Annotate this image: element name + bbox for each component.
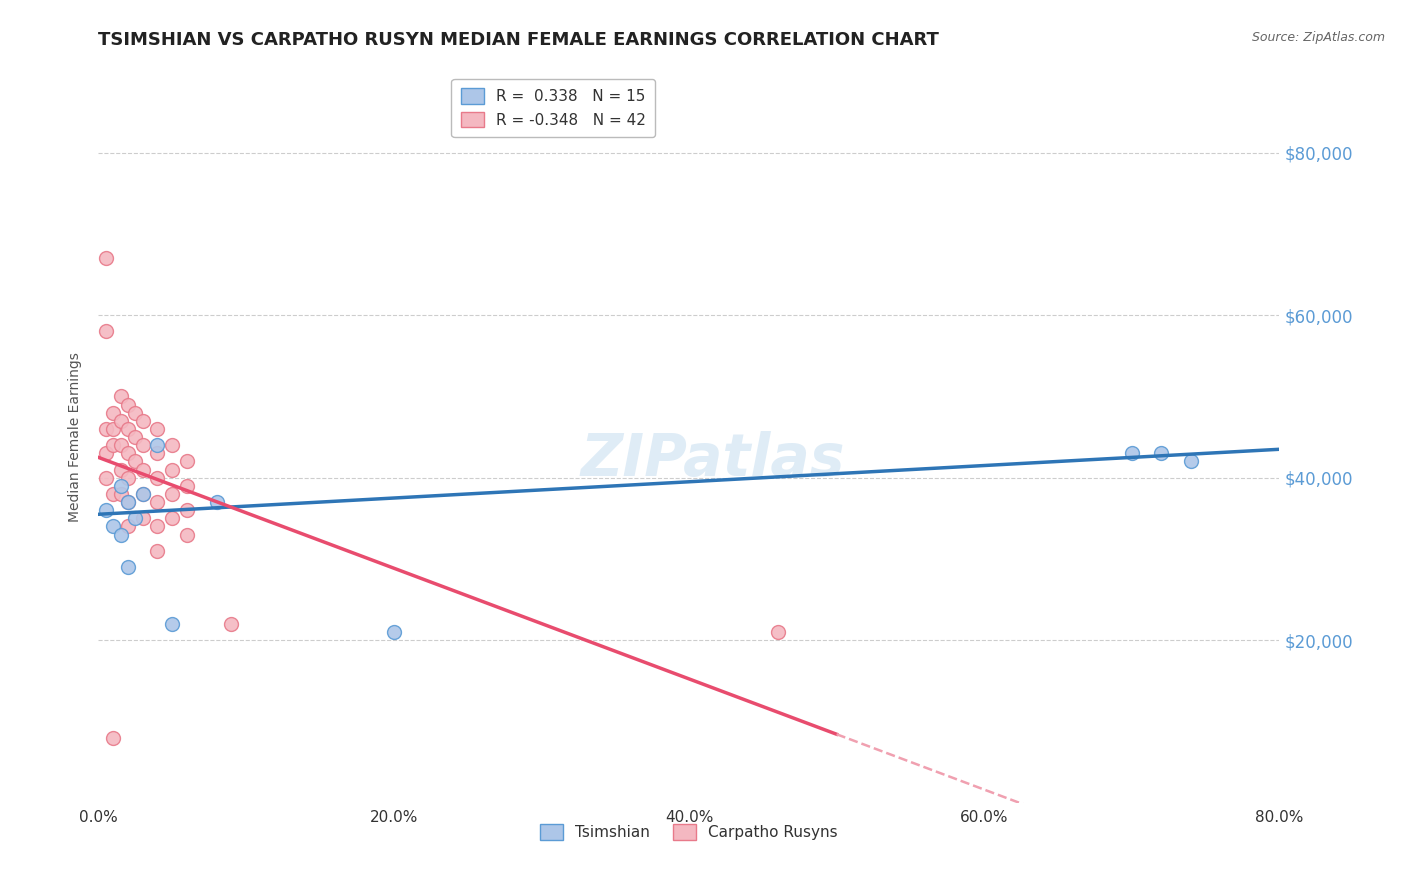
- Point: [124, 454, 146, 468]
- Point: [94, 325, 117, 339]
- Point: [117, 398, 139, 412]
- Point: [146, 495, 169, 509]
- Point: [162, 511, 183, 525]
- Point: [110, 438, 132, 452]
- Point: [124, 511, 146, 525]
- Point: [146, 519, 169, 533]
- Point: [146, 438, 169, 452]
- Point: [162, 438, 183, 452]
- Point: [132, 487, 155, 501]
- Point: [176, 503, 198, 517]
- Point: [1180, 454, 1202, 468]
- Point: [94, 471, 117, 485]
- Point: [162, 462, 183, 476]
- Point: [94, 422, 117, 436]
- Point: [117, 495, 139, 509]
- Point: [176, 527, 198, 541]
- Point: [94, 252, 117, 266]
- Point: [117, 560, 139, 574]
- Point: [103, 519, 125, 533]
- Point: [103, 406, 125, 420]
- Point: [117, 422, 139, 436]
- Point: [382, 625, 405, 640]
- Point: [94, 446, 117, 460]
- Point: [117, 495, 139, 509]
- Point: [117, 446, 139, 460]
- Point: [124, 430, 146, 444]
- Legend: Tsimshian, Carpatho Rusyns: Tsimshian, Carpatho Rusyns: [534, 818, 844, 847]
- Point: [110, 527, 132, 541]
- Point: [176, 479, 198, 493]
- Point: [132, 414, 155, 428]
- Point: [205, 495, 228, 509]
- Point: [1150, 446, 1173, 460]
- Point: [1121, 446, 1143, 460]
- Point: [110, 487, 132, 501]
- Point: [117, 519, 139, 533]
- Text: Source: ZipAtlas.com: Source: ZipAtlas.com: [1251, 31, 1385, 45]
- Point: [132, 462, 155, 476]
- Point: [176, 454, 198, 468]
- Point: [146, 471, 169, 485]
- Point: [162, 487, 183, 501]
- Point: [146, 446, 169, 460]
- Point: [103, 422, 125, 436]
- Point: [94, 503, 117, 517]
- Point: [146, 544, 169, 558]
- Point: [132, 511, 155, 525]
- Point: [162, 617, 183, 632]
- Point: [110, 389, 132, 403]
- Y-axis label: Median Female Earnings: Median Female Earnings: [69, 352, 83, 522]
- Point: [103, 487, 125, 501]
- Point: [221, 617, 243, 632]
- Point: [132, 438, 155, 452]
- Point: [110, 462, 132, 476]
- Point: [132, 487, 155, 501]
- Point: [103, 438, 125, 452]
- Point: [103, 731, 125, 745]
- Point: [117, 471, 139, 485]
- Point: [110, 479, 132, 493]
- Point: [124, 406, 146, 420]
- Point: [766, 625, 789, 640]
- Text: TSIMSHIAN VS CARPATHO RUSYN MEDIAN FEMALE EARNINGS CORRELATION CHART: TSIMSHIAN VS CARPATHO RUSYN MEDIAN FEMAL…: [98, 31, 939, 49]
- Point: [146, 422, 169, 436]
- Point: [110, 414, 132, 428]
- Text: ZIPatlas: ZIPatlas: [581, 431, 845, 488]
